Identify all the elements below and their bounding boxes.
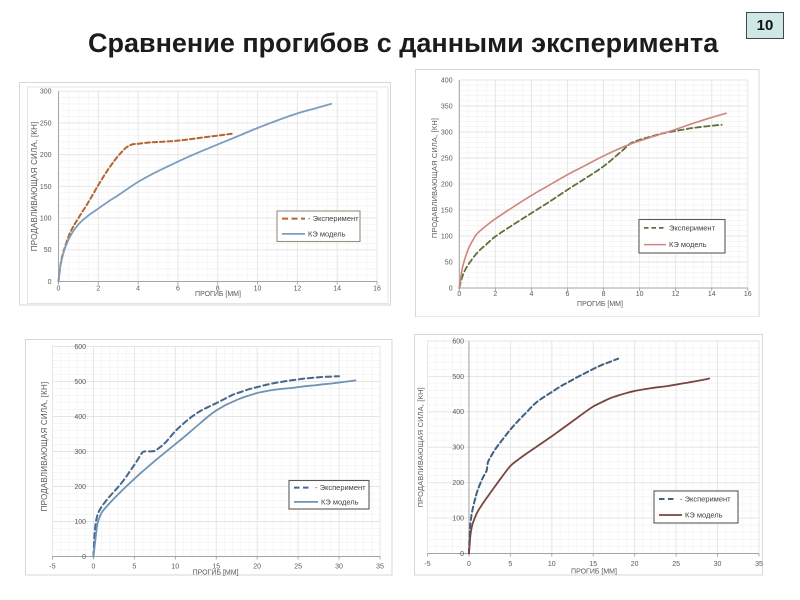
svg-text:15: 15 xyxy=(589,561,597,568)
svg-text:500: 500 xyxy=(452,374,464,381)
svg-text:0: 0 xyxy=(57,286,61,293)
svg-text:ПРОГИБ [ММ]: ПРОГИБ [ММ] xyxy=(195,291,241,298)
svg-text:15: 15 xyxy=(212,564,220,571)
svg-text:300: 300 xyxy=(74,449,86,456)
svg-text:600: 600 xyxy=(452,338,464,345)
svg-text:300: 300 xyxy=(452,445,464,452)
svg-text:25: 25 xyxy=(672,561,680,568)
svg-text:ПРОГИБ [ММ]: ПРОГИБ [ММ] xyxy=(193,570,239,576)
svg-text:КЭ модель: КЭ модель xyxy=(669,240,707,249)
svg-text:500: 500 xyxy=(74,379,86,386)
svg-text:250: 250 xyxy=(441,155,453,162)
svg-text:ПРОГИБ [ММ]: ПРОГИБ [ММ] xyxy=(571,569,617,576)
svg-text:12: 12 xyxy=(293,286,301,293)
svg-text:0: 0 xyxy=(91,564,95,571)
svg-text:100: 100 xyxy=(452,515,464,522)
svg-text:30: 30 xyxy=(714,561,722,568)
svg-text:-5: -5 xyxy=(424,561,430,568)
svg-text:6: 6 xyxy=(176,286,180,293)
svg-text:0: 0 xyxy=(467,561,471,568)
svg-text:- Эксперимент: - Эксперимент xyxy=(680,495,731,504)
svg-text:14: 14 xyxy=(333,286,341,293)
svg-text:4: 4 xyxy=(529,291,533,298)
svg-text:0: 0 xyxy=(449,285,453,292)
svg-text:200: 200 xyxy=(74,484,86,491)
svg-text:10: 10 xyxy=(548,561,556,568)
svg-text:КЭ модель: КЭ модель xyxy=(685,511,723,520)
svg-text:ПРОГИБ [ММ]: ПРОГИБ [ММ] xyxy=(577,301,623,308)
svg-text:2: 2 xyxy=(493,291,497,298)
svg-text:0: 0 xyxy=(48,279,52,286)
svg-text:- Эксперимент: - Эксперимент xyxy=(315,483,366,492)
svg-text:100: 100 xyxy=(40,215,52,222)
svg-text:50: 50 xyxy=(445,259,453,266)
svg-text:0: 0 xyxy=(82,554,86,561)
svg-text:8: 8 xyxy=(216,286,220,293)
svg-text:10: 10 xyxy=(171,564,179,571)
svg-text:ПРОДАВЛИВАЮЩАЯ СИЛА, [КН]: ПРОДАВЛИВАЮЩАЯ СИЛА, [КН] xyxy=(430,117,439,237)
svg-text:- Эксперимент: - Эксперимент xyxy=(308,214,359,223)
svg-text:300: 300 xyxy=(40,89,52,96)
svg-text:16: 16 xyxy=(373,286,381,293)
svg-text:КЭ модель: КЭ модель xyxy=(308,229,346,238)
svg-text:20: 20 xyxy=(253,564,261,571)
svg-text:ПРОДАВЛИВАЮЩАЯ СИЛА, [КН]: ПРОДАВЛИВАЮЩАЯ СИЛА, [КН] xyxy=(416,387,425,507)
svg-text:100: 100 xyxy=(441,233,453,240)
svg-text:5: 5 xyxy=(508,561,512,568)
svg-text:150: 150 xyxy=(40,184,52,191)
svg-text:16: 16 xyxy=(744,291,752,298)
svg-text:14: 14 xyxy=(708,291,716,298)
svg-text:-5: -5 xyxy=(49,564,55,571)
svg-text:35: 35 xyxy=(376,564,384,571)
svg-text:30: 30 xyxy=(335,564,343,571)
svg-text:ПРОДАВЛИВАЮЩАЯ СИЛА, [КН]: ПРОДАВЛИВАЮЩАЯ СИЛА, [КН] xyxy=(30,121,39,251)
svg-text:20: 20 xyxy=(631,561,639,568)
svg-text:600: 600 xyxy=(74,344,86,351)
svg-text:35: 35 xyxy=(755,561,763,568)
svg-text:200: 200 xyxy=(452,480,464,487)
svg-text:10: 10 xyxy=(254,286,262,293)
svg-text:200: 200 xyxy=(441,181,453,188)
svg-text:100: 100 xyxy=(74,519,86,526)
svg-text:6: 6 xyxy=(566,291,570,298)
svg-text:2: 2 xyxy=(96,286,100,293)
svg-text:Эксперимент: Эксперимент xyxy=(669,223,716,232)
svg-text:12: 12 xyxy=(672,291,680,298)
svg-text:300: 300 xyxy=(441,129,453,136)
svg-text:250: 250 xyxy=(40,120,52,127)
svg-text:50: 50 xyxy=(44,247,52,254)
svg-text:0: 0 xyxy=(457,291,461,298)
svg-text:400: 400 xyxy=(441,77,453,84)
svg-text:200: 200 xyxy=(40,152,52,159)
svg-text:8: 8 xyxy=(602,291,606,298)
svg-text:10: 10 xyxy=(636,291,644,298)
svg-text:4: 4 xyxy=(136,286,140,293)
svg-text:25: 25 xyxy=(294,564,302,571)
svg-text:5: 5 xyxy=(132,564,136,571)
svg-text:350: 350 xyxy=(441,103,453,110)
svg-text:400: 400 xyxy=(452,409,464,416)
svg-text:0: 0 xyxy=(460,551,464,558)
svg-text:ПРОДАВЛИВАЮЩАЯ СИЛА, [КН]: ПРОДАВЛИВАЮЩАЯ СИЛА, [КН] xyxy=(40,382,49,512)
svg-text:400: 400 xyxy=(74,414,86,421)
svg-text:150: 150 xyxy=(441,207,453,214)
svg-text:КЭ модель: КЭ модель xyxy=(321,497,359,506)
